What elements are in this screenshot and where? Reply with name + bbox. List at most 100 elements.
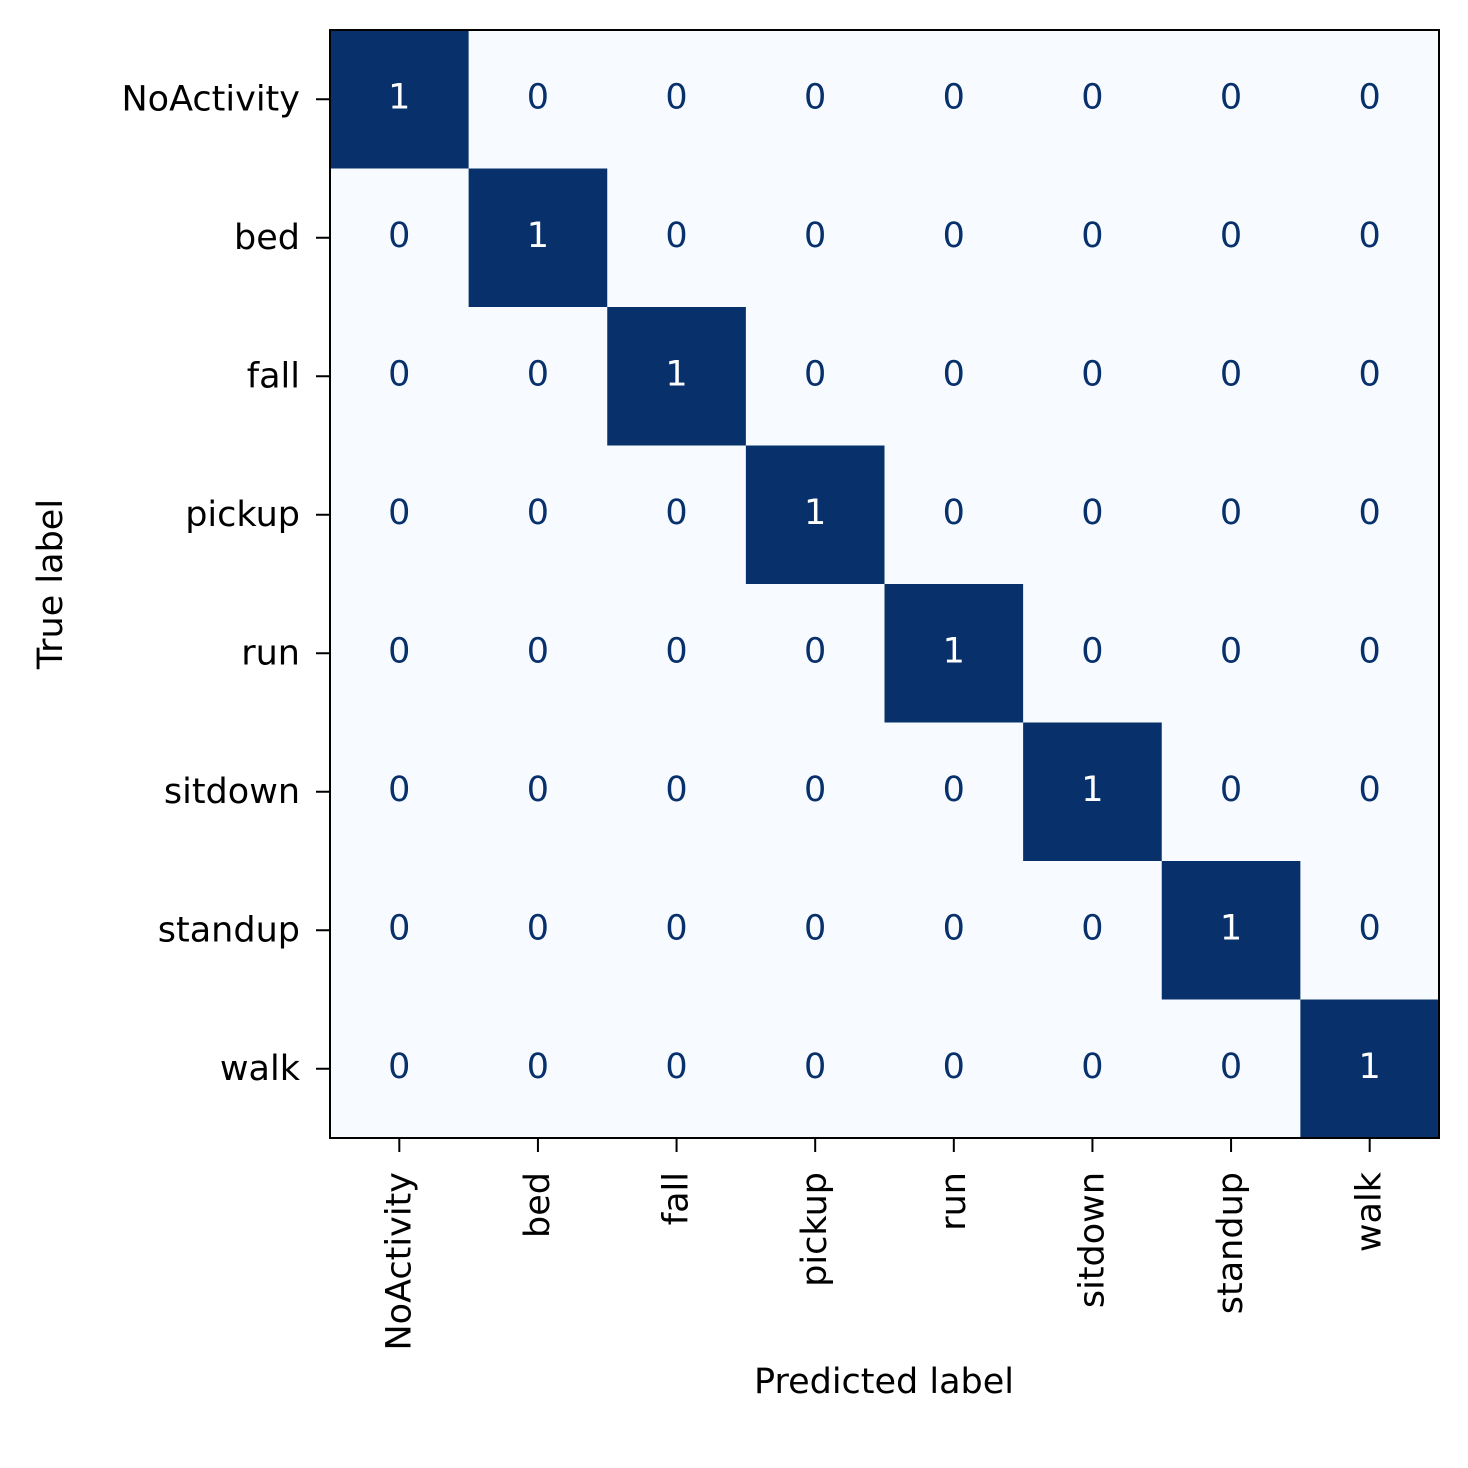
heatmap-cell-2-0 [330, 307, 470, 446]
x-tick-label: walk [1350, 1171, 1390, 1252]
cell-value-0-4: 0 [943, 77, 965, 117]
plot-frame [329, 29, 1440, 1139]
cell-value-0-0: 1 [388, 77, 410, 117]
heatmap-cell-0-2 [607, 30, 747, 169]
heatmap-cell-7-0 [330, 999, 470, 1139]
heatmap-cell-3-1 [468, 445, 608, 585]
heatmap-cell-5-6 [1161, 722, 1301, 862]
cell-value-5-3: 0 [804, 770, 826, 810]
cell-value-7-3: 0 [804, 1047, 826, 1087]
cell-value-2-0: 0 [388, 354, 410, 394]
heatmap-cell-5-7 [1300, 722, 1440, 862]
heatmap-cell-1-6 [1161, 168, 1301, 308]
heatmap-cell-5-0 [330, 722, 470, 862]
cell-value-4-1: 0 [527, 631, 549, 671]
cell-value-5-7: 0 [1359, 770, 1381, 810]
heatmap-cell-5-4 [884, 722, 1024, 862]
heatmap-cell-5-1 [468, 722, 608, 862]
cell-value-1-1: 1 [527, 216, 549, 256]
x-axis-label: Predicted label [754, 1362, 1014, 1402]
x-tick-label: run [934, 1172, 974, 1231]
y-tick-label: run [241, 633, 300, 673]
heatmap-cell-4-5 [1023, 584, 1163, 723]
cell-value-7-5: 0 [1081, 1047, 1103, 1087]
cell-value-3-0: 0 [388, 493, 410, 533]
heatmap-cell-4-1 [468, 584, 608, 723]
heatmap-cell-7-3 [745, 999, 885, 1139]
cell-value-1-5: 0 [1081, 216, 1103, 256]
heatmap-cell-6-0 [330, 861, 470, 1000]
y-tick-label: bed [234, 218, 300, 258]
cell-value-4-2: 0 [665, 631, 687, 671]
cell-value-2-5: 0 [1081, 354, 1103, 394]
cell-value-4-0: 0 [388, 631, 410, 671]
cell-value-7-0: 0 [388, 1047, 410, 1087]
cell-value-0-2: 0 [665, 77, 687, 117]
cell-value-0-7: 0 [1359, 77, 1381, 117]
heatmap-cell-6-7 [1300, 861, 1440, 1000]
heatmap-cell-4-3 [745, 584, 885, 723]
heatmap-cell-5-3 [745, 722, 885, 862]
cell-value-5-0: 0 [388, 770, 410, 810]
heatmap-cell-4-6 [1161, 584, 1301, 723]
cell-value-labels: 1 0 0 0 0 0 0 0 0 1 0 0 0 0 0 0 0 0 1 0 0 0 0 0 0 0 0 1 0 0 0 0 0 0 0 0 1 0 0 0… [388, 77, 1381, 1087]
cell-value-4-7: 0 [1359, 631, 1381, 671]
cell-value-6-2: 0 [665, 908, 687, 948]
heatmap-cell-7-5 [1023, 999, 1163, 1139]
cell-value-6-0: 0 [388, 908, 410, 948]
heatmap-cell-1-7 [1300, 168, 1440, 308]
cell-value-1-4: 0 [943, 216, 965, 256]
heatmap-cell-0-1 [468, 30, 608, 169]
x-tick-label: NoActivity [379, 1172, 419, 1351]
cell-value-1-3: 0 [804, 216, 826, 256]
cell-value-2-3: 0 [804, 354, 826, 394]
heatmap-cell-2-2 [607, 307, 747, 446]
y-tick-label: standup [158, 910, 300, 950]
heatmap-cell-7-4 [884, 999, 1024, 1139]
cell-value-6-3: 0 [804, 908, 826, 948]
heatmap-cell-5-5 [1023, 722, 1163, 862]
heatmap-cell-3-3 [745, 445, 885, 585]
cell-value-0-3: 0 [804, 77, 826, 117]
y-tick-label: sitdown [164, 772, 300, 812]
heatmap-cell-2-3 [745, 307, 885, 446]
heatmap-cell-6-1 [468, 861, 608, 1000]
heatmap-cell-7-7 [1300, 999, 1440, 1139]
heatmap-cell-3-0 [330, 445, 470, 585]
heatmap-cell-6-6 [1161, 861, 1301, 1000]
heatmap-cell-4-7 [1300, 584, 1440, 723]
heatmap-cell-2-6 [1161, 307, 1301, 446]
heatmap-cell-3-4 [884, 445, 1024, 585]
heatmap-cell-1-2 [607, 168, 747, 308]
heatmap-cell-1-4 [884, 168, 1024, 308]
heatmap-cell-1-5 [1023, 168, 1163, 308]
cell-value-6-6: 1 [1220, 908, 1242, 948]
heatmap-cell-5-2 [607, 722, 747, 862]
x-tick-label: pickup [795, 1172, 835, 1287]
heatmap-cell-4-2 [607, 584, 747, 723]
y-axis-label: True label [31, 499, 71, 670]
cell-value-7-7: 1 [1359, 1047, 1381, 1087]
cell-value-2-1: 0 [527, 354, 549, 394]
heatmap-cell-7-6 [1161, 999, 1301, 1139]
x-tick-label: fall [657, 1172, 697, 1225]
cell-value-7-1: 0 [527, 1047, 549, 1087]
cell-value-6-4: 0 [943, 908, 965, 948]
cell-value-1-2: 0 [665, 216, 687, 256]
cell-value-3-3: 1 [804, 493, 826, 533]
y-axis-ticks: NoActivity bed fall pickup run sitdown standup… [122, 79, 330, 1089]
cell-value-2-7: 0 [1359, 354, 1381, 394]
cell-value-4-4: 1 [943, 631, 965, 671]
heatmap-cell-1-3 [745, 168, 885, 308]
cell-value-6-5: 0 [1081, 908, 1103, 948]
x-tick-label: bed [518, 1172, 558, 1238]
y-tick-label: fall [247, 356, 300, 396]
cell-value-5-2: 0 [665, 770, 687, 810]
cell-value-6-7: 0 [1359, 908, 1381, 948]
cell-value-5-6: 0 [1220, 770, 1242, 810]
cell-value-4-5: 0 [1081, 631, 1103, 671]
heatmap-cell-3-7 [1300, 445, 1440, 585]
heatmap-cell-7-2 [607, 999, 747, 1139]
heatmap-cell-1-0 [330, 168, 470, 308]
cell-value-3-2: 0 [665, 493, 687, 533]
